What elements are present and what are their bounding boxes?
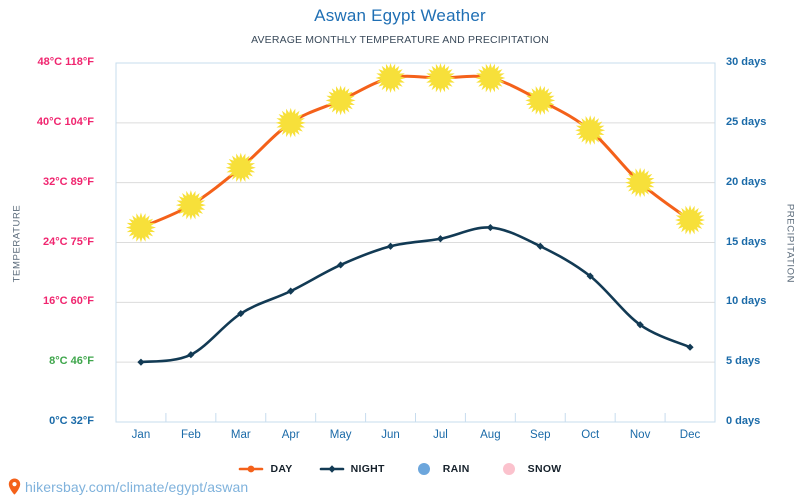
- sun-marker: [575, 115, 606, 146]
- circle-marker: [417, 463, 430, 475]
- temperature-tick-1: 40°C 104°F: [36, 115, 94, 128]
- day-temperature-line: [139, 74, 692, 230]
- sun-marker: [675, 205, 706, 236]
- sun-marker: [175, 190, 206, 221]
- precipitation-tick-6: 0 days: [726, 415, 761, 427]
- night-data-point: [386, 242, 395, 250]
- legend-label: SNOW: [527, 463, 562, 475]
- night-data-point: [187, 351, 195, 359]
- temperature-tick-5: 8°C 46°F: [49, 355, 94, 368]
- night-data-point: [137, 358, 145, 366]
- night-data-point: [636, 321, 644, 329]
- month-label-oct: Oct: [581, 429, 600, 441]
- night-data-point: [536, 242, 544, 250]
- night-data-point: [287, 287, 295, 295]
- precipitation-tick-2: 20 days: [726, 175, 767, 188]
- legend-item-snow[interactable]: SNOW: [496, 462, 562, 476]
- night-data-point: [237, 309, 245, 318]
- precipitation-tick-5: 5 days: [726, 355, 761, 368]
- page-title: Aswan Egypt Weather: [314, 6, 486, 25]
- temperature-tick-3: 24°C 75°F: [43, 235, 94, 248]
- night-data-point: [486, 223, 494, 232]
- month-label-jun: Jun: [381, 429, 400, 441]
- sun-marker: [275, 107, 306, 138]
- legend-label: NIGHT: [350, 463, 385, 475]
- chart-legend: DAY NIGHT RAIN SNOW: [0, 462, 800, 476]
- temperature-tick-2: 32°C 89°F: [43, 175, 94, 188]
- sun-marker: [425, 62, 456, 93]
- month-label-feb: Feb: [180, 429, 201, 441]
- chart-subtitle: AVERAGE MONTHLY TEMPERATURE AND PRECIPIT…: [251, 34, 549, 46]
- night-data-point: [686, 343, 694, 351]
- sun-marker: [525, 85, 556, 116]
- month-label-nov: Nov: [629, 429, 651, 441]
- month-label-apr: Apr: [281, 429, 300, 441]
- sun-marker: [625, 167, 656, 198]
- night-temperature-line: [139, 226, 692, 364]
- night-data-point: [436, 235, 445, 243]
- night-data-point: [337, 261, 345, 269]
- temperature-tick-6: 0°C 32°F: [49, 415, 94, 427]
- precipitation-tick-3: 15 days: [726, 235, 767, 248]
- legend-item-night[interactable]: NIGHT: [319, 462, 385, 476]
- legend-label: DAY: [270, 463, 293, 475]
- line-diamond-marker: [319, 465, 344, 473]
- month-label-sep: Sep: [530, 429, 551, 441]
- sun-marker: [125, 212, 156, 243]
- month-label-may: May: [329, 429, 352, 441]
- precipitation-tick-1: 25 days: [726, 115, 767, 128]
- month-label-jan: Jan: [131, 429, 151, 441]
- source-url: hikersbay.com/climate/egypt/aswan: [25, 478, 249, 495]
- source-footer[interactable]: hikersbay.com/climate/egypt/aswan: [8, 478, 248, 495]
- sun-marker: [325, 85, 356, 116]
- month-label-aug: Aug: [480, 429, 501, 441]
- legend-label: RAIN: [442, 463, 470, 475]
- legend-item-rain[interactable]: RAIN: [411, 462, 470, 476]
- circle-marker: [502, 463, 515, 475]
- temperature-tick-4: 16°C 60°F: [43, 295, 94, 308]
- precipitation-tick-0: 30 days: [726, 56, 767, 68]
- line-dot-marker: [239, 465, 264, 473]
- sun-marker: [225, 152, 256, 183]
- month-label-mar: Mar: [230, 429, 251, 441]
- month-label-dec: Dec: [679, 429, 701, 441]
- night-data-point: [586, 272, 594, 280]
- sun-marker: [375, 62, 406, 93]
- map-pin-icon: [8, 478, 21, 495]
- month-label-jul: Jul: [433, 429, 448, 441]
- temperature-tick-0: 48°C 118°F: [37, 56, 95, 68]
- sun-marker: [475, 62, 506, 93]
- legend-item-day[interactable]: DAY: [238, 462, 292, 476]
- precipitation-tick-4: 10 days: [726, 295, 767, 308]
